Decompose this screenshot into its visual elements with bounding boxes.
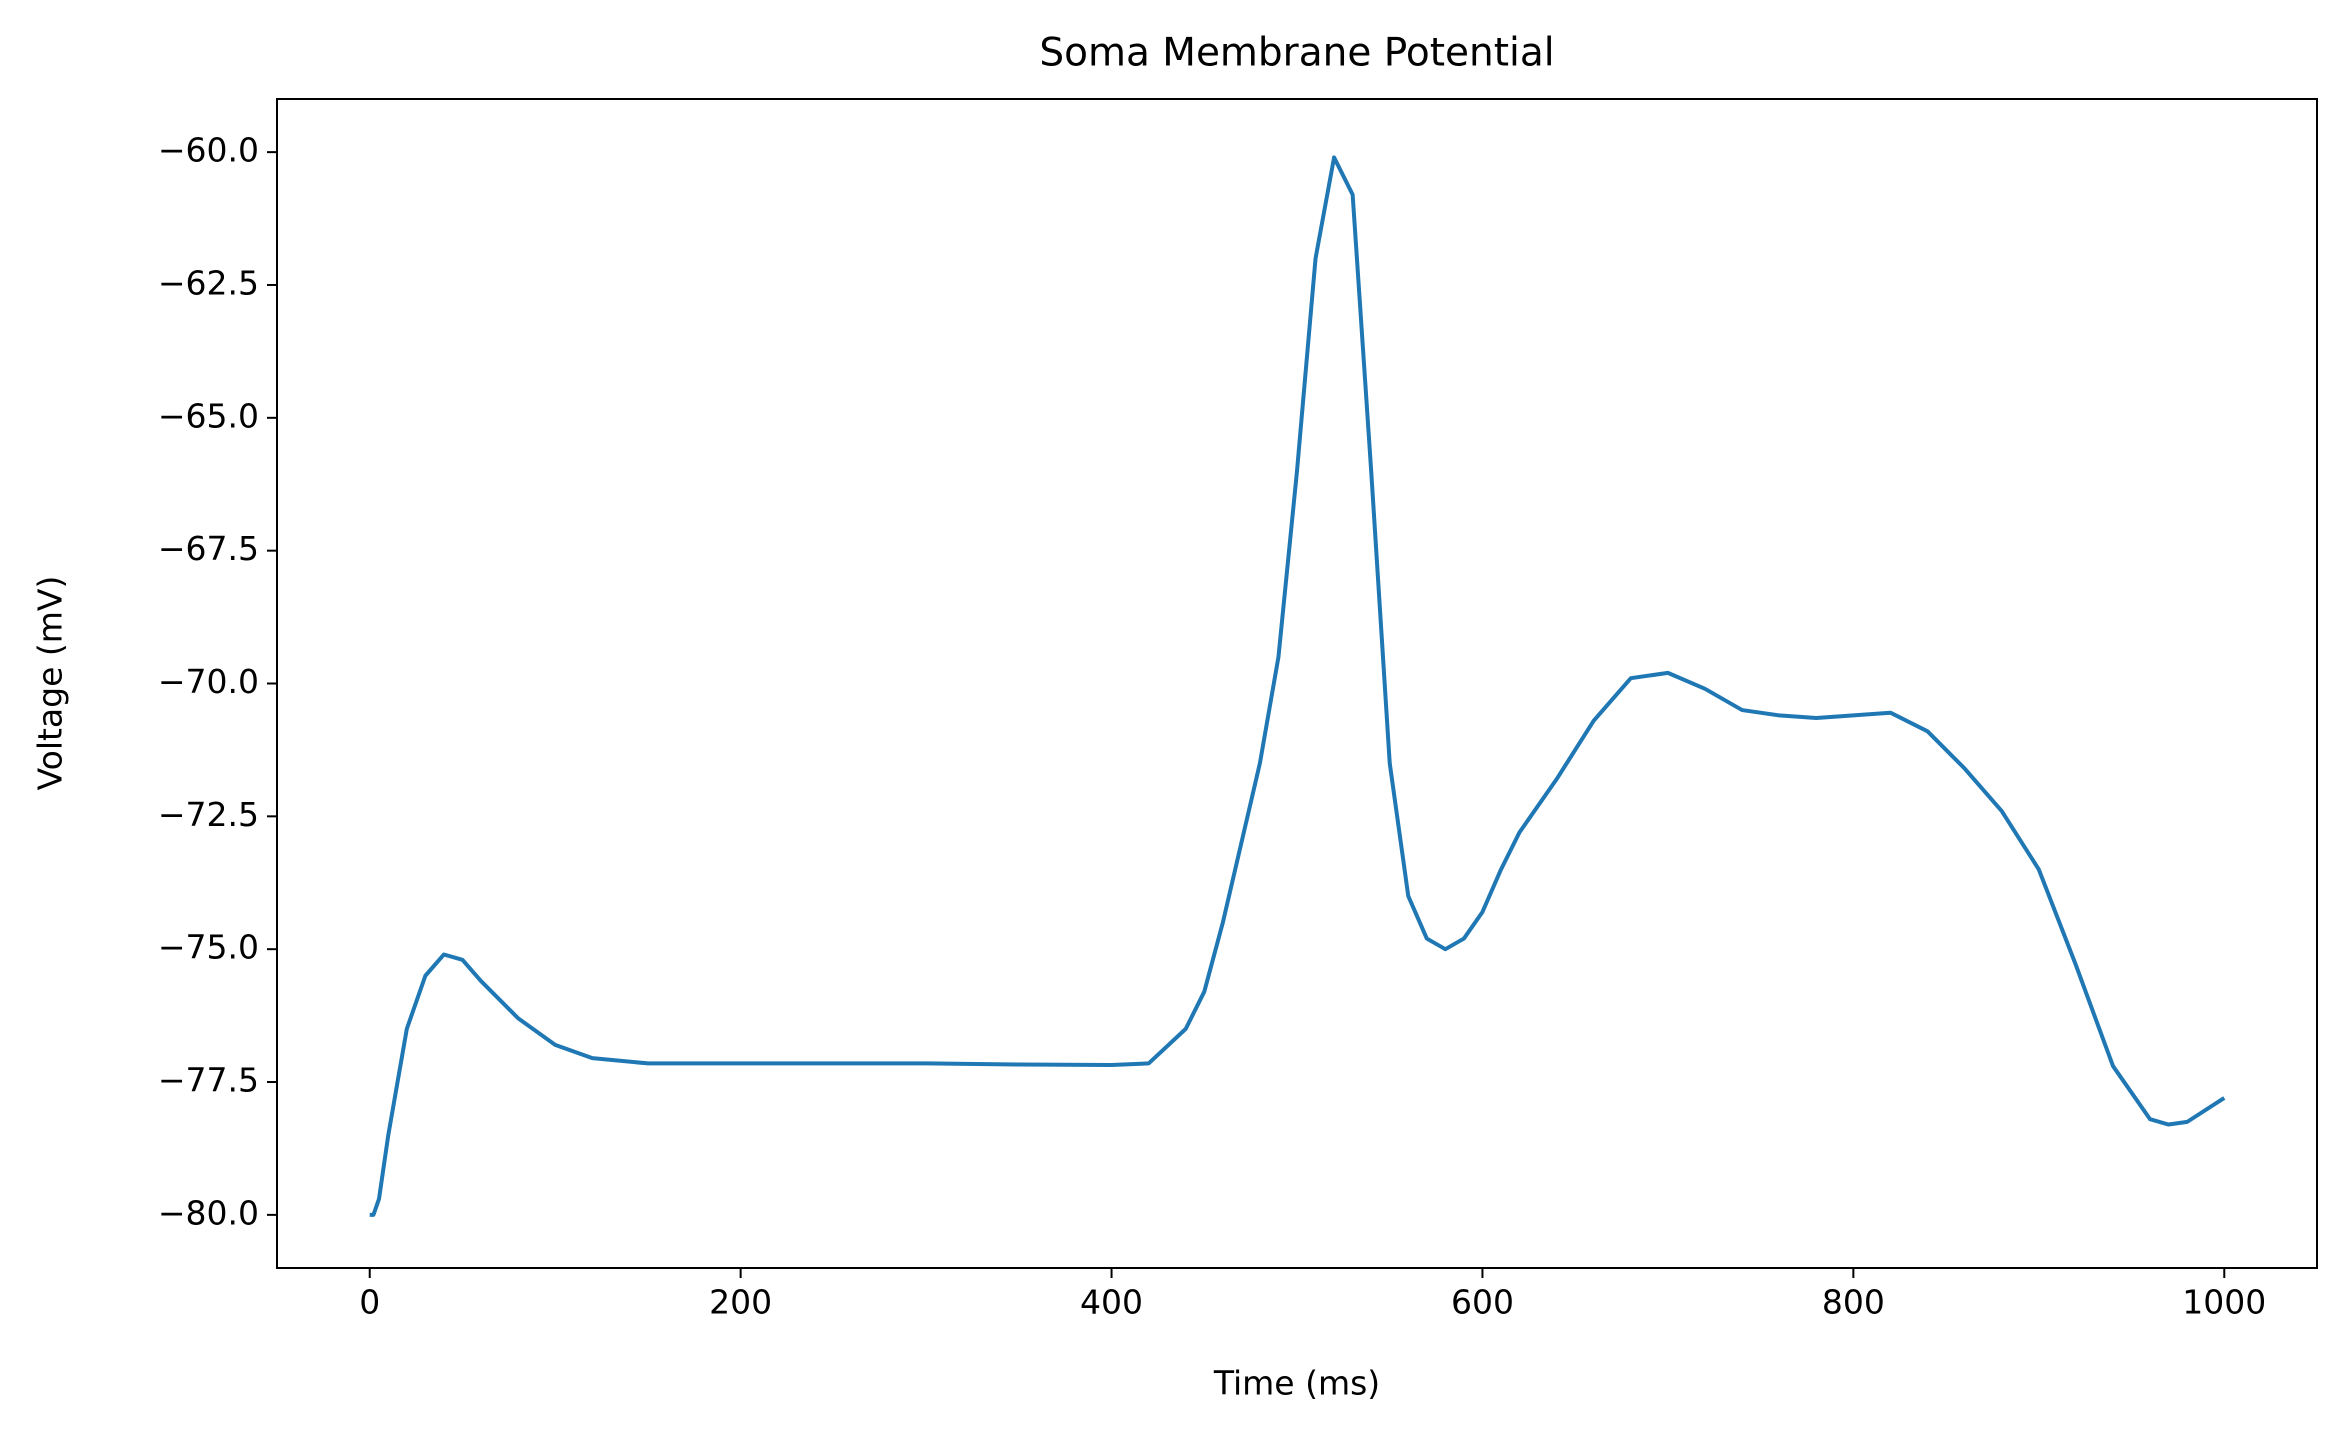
y-tick-label: −60.0 — [158, 131, 259, 170]
x-tick-label: 400 — [1080, 1283, 1143, 1322]
y-tick-label: −72.5 — [158, 795, 259, 834]
plot-frame — [276, 98, 2318, 1269]
line-series — [369, 155, 2226, 1217]
x-axis-label: Time (ms) — [1213, 1364, 1380, 1403]
y-tick-label: −70.0 — [158, 662, 259, 701]
x-tick-label: 1000 — [2182, 1283, 2266, 1322]
x-tick-label: 600 — [1451, 1283, 1514, 1322]
chart-title: Soma Membrane Potential — [1039, 31, 1554, 76]
x-tick-label: 0 — [359, 1283, 380, 1322]
x-tick-label: 800 — [1822, 1283, 1885, 1322]
y-tick-label: −65.0 — [158, 396, 259, 435]
y-tick-label: −77.5 — [158, 1061, 259, 1100]
y-tick-label: −62.5 — [158, 263, 259, 302]
y-tick-label: −67.5 — [158, 529, 259, 568]
x-tick-label: 200 — [709, 1283, 772, 1322]
y-tick-label: −80.0 — [158, 1193, 259, 1232]
y-axis-label: Voltage (mV) — [31, 576, 70, 791]
y-tick-label: −75.0 — [158, 928, 259, 967]
